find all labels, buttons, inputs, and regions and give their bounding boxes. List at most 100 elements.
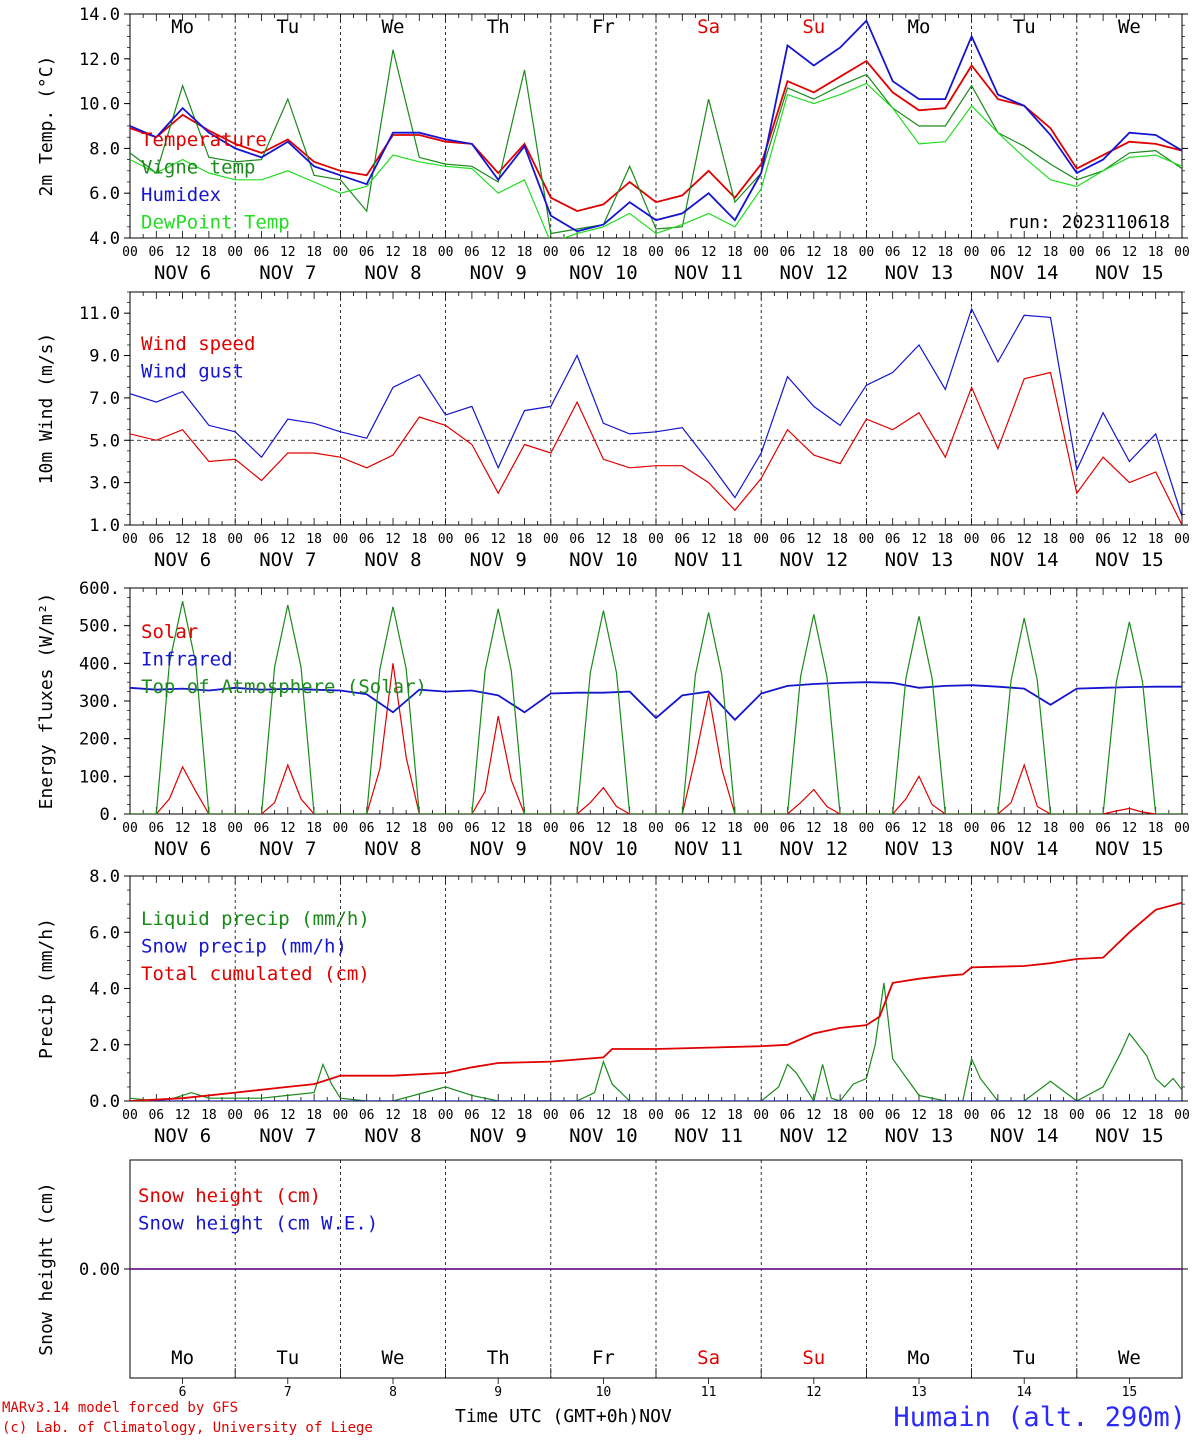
hour-label: 00 bbox=[122, 1108, 138, 1123]
weekday-label: We bbox=[1118, 16, 1141, 38]
hour-label: 06 bbox=[464, 1108, 480, 1123]
weekday-label: Su bbox=[802, 16, 825, 38]
y-tick-label: 6.0 bbox=[89, 184, 120, 204]
hour-label: 00 bbox=[333, 1108, 349, 1123]
y-tick-label: 8.0 bbox=[89, 867, 120, 887]
hour-label: 06 bbox=[1095, 532, 1111, 547]
hour-label: 00 bbox=[1174, 821, 1190, 836]
hour-label: 00 bbox=[543, 245, 559, 260]
y-tick-label: 11.0 bbox=[79, 304, 120, 324]
hour-label: 18 bbox=[1043, 821, 1059, 836]
day-label: NOV 15 bbox=[1095, 549, 1164, 571]
y-tick-label: 300. bbox=[79, 692, 120, 712]
hour-label: 12 bbox=[1122, 1108, 1138, 1123]
day-label: NOV 10 bbox=[569, 1125, 638, 1147]
hour-label: 00 bbox=[964, 821, 980, 836]
hour-label: 12 bbox=[806, 245, 822, 260]
legend-entry: Infrared bbox=[141, 649, 233, 671]
hour-label: 00 bbox=[964, 245, 980, 260]
day-label: NOV 10 bbox=[569, 838, 638, 860]
hour-label: 00 bbox=[543, 821, 559, 836]
hour-label: 00 bbox=[333, 532, 349, 547]
hour-label: 06 bbox=[359, 245, 375, 260]
hour-label: 06 bbox=[674, 245, 690, 260]
day-label: NOV 8 bbox=[364, 838, 421, 860]
hour-label: 12 bbox=[490, 245, 506, 260]
hour-label: 00 bbox=[1069, 821, 1085, 836]
weekday-label: Mo bbox=[171, 1347, 194, 1369]
weekday-label: Mo bbox=[171, 16, 194, 38]
hour-label: 06 bbox=[148, 1108, 164, 1123]
hour-label: 00 bbox=[964, 532, 980, 547]
y-tick-label: 12.0 bbox=[79, 50, 120, 70]
weekday-label: Mo bbox=[908, 1347, 931, 1369]
y-tick-label: 4.0 bbox=[89, 229, 120, 249]
day-label: NOV 8 bbox=[364, 1125, 421, 1147]
legend-entry: Top of Atmosphere (Solar) bbox=[141, 676, 427, 698]
day-number-label: 11 bbox=[701, 1385, 717, 1400]
hour-label: 00 bbox=[859, 245, 875, 260]
day-number-label: 12 bbox=[806, 1385, 822, 1400]
y-tick-label: 0.0 bbox=[89, 1092, 120, 1112]
hour-label: 06 bbox=[780, 245, 796, 260]
y-tick-label: 7.0 bbox=[89, 389, 120, 409]
day-label: NOV 6 bbox=[154, 262, 211, 284]
day-label: NOV 6 bbox=[154, 838, 211, 860]
hour-label: 18 bbox=[832, 821, 848, 836]
day-label: NOV 9 bbox=[470, 838, 527, 860]
legend-entry: Humidex bbox=[141, 184, 221, 206]
day-label: NOV 13 bbox=[885, 549, 954, 571]
day-number-label: 10 bbox=[596, 1385, 612, 1400]
hour-label: 00 bbox=[438, 245, 454, 260]
hour-label: 06 bbox=[148, 245, 164, 260]
day-label: NOV 11 bbox=[674, 1125, 743, 1147]
hour-label: 12 bbox=[1122, 245, 1138, 260]
y-tick-label: 4.0 bbox=[89, 980, 120, 1000]
y-tick-label: 100. bbox=[79, 767, 120, 787]
hour-label: 06 bbox=[569, 821, 585, 836]
hour-label: 18 bbox=[1148, 1108, 1164, 1123]
hour-label: 18 bbox=[306, 1108, 322, 1123]
hour-label: 12 bbox=[385, 532, 401, 547]
hour-label: 12 bbox=[911, 245, 927, 260]
hour-label: 00 bbox=[648, 1108, 664, 1123]
hour-label: 06 bbox=[359, 1108, 375, 1123]
day-label: NOV 14 bbox=[990, 1125, 1059, 1147]
day-label: NOV 14 bbox=[990, 262, 1059, 284]
credit-line-1: MARv3.14 model forced by GFS bbox=[2, 1400, 239, 1416]
hour-label: 12 bbox=[1016, 1108, 1032, 1123]
y-tick-label: 10.0 bbox=[79, 95, 120, 115]
hour-label: 06 bbox=[254, 821, 270, 836]
day-label: NOV 8 bbox=[364, 549, 421, 571]
day-label: NOV 12 bbox=[779, 838, 848, 860]
hour-label: 18 bbox=[201, 821, 217, 836]
weekday-label: We bbox=[382, 1347, 405, 1369]
hour-label: 06 bbox=[990, 245, 1006, 260]
series-line-vigne-temp bbox=[130, 49, 1182, 235]
weekday-label: Sa bbox=[697, 1347, 720, 1369]
hour-label: 06 bbox=[254, 245, 270, 260]
hour-label: 12 bbox=[1122, 532, 1138, 547]
day-number-label: 9 bbox=[494, 1385, 502, 1400]
hour-label: 06 bbox=[674, 821, 690, 836]
hour-label: 00 bbox=[543, 532, 559, 547]
y-tick-label: 0. bbox=[100, 805, 120, 825]
day-label: NOV 7 bbox=[259, 549, 316, 571]
day-label: NOV 15 bbox=[1095, 262, 1164, 284]
legend-entry: Total cumulated (cm) bbox=[141, 963, 370, 985]
hour-label: 18 bbox=[411, 532, 427, 547]
hour-label: 12 bbox=[1016, 245, 1032, 260]
hour-label: 18 bbox=[937, 821, 953, 836]
hour-label: 00 bbox=[648, 821, 664, 836]
day-label: NOV 13 bbox=[885, 262, 954, 284]
legend-entry: Liquid precip (mm/h) bbox=[141, 908, 370, 930]
day-label: NOV 8 bbox=[364, 262, 421, 284]
hour-label: 18 bbox=[1148, 245, 1164, 260]
run-label: run: 2023110618 bbox=[1007, 212, 1170, 233]
y-tick-label: 0.00 bbox=[79, 1260, 120, 1280]
hour-label: 18 bbox=[622, 532, 638, 547]
y-tick-label: 14.0 bbox=[79, 5, 120, 25]
hour-label: 00 bbox=[543, 1108, 559, 1123]
hour-label: 18 bbox=[411, 821, 427, 836]
y-tick-label: 3.0 bbox=[89, 474, 120, 494]
